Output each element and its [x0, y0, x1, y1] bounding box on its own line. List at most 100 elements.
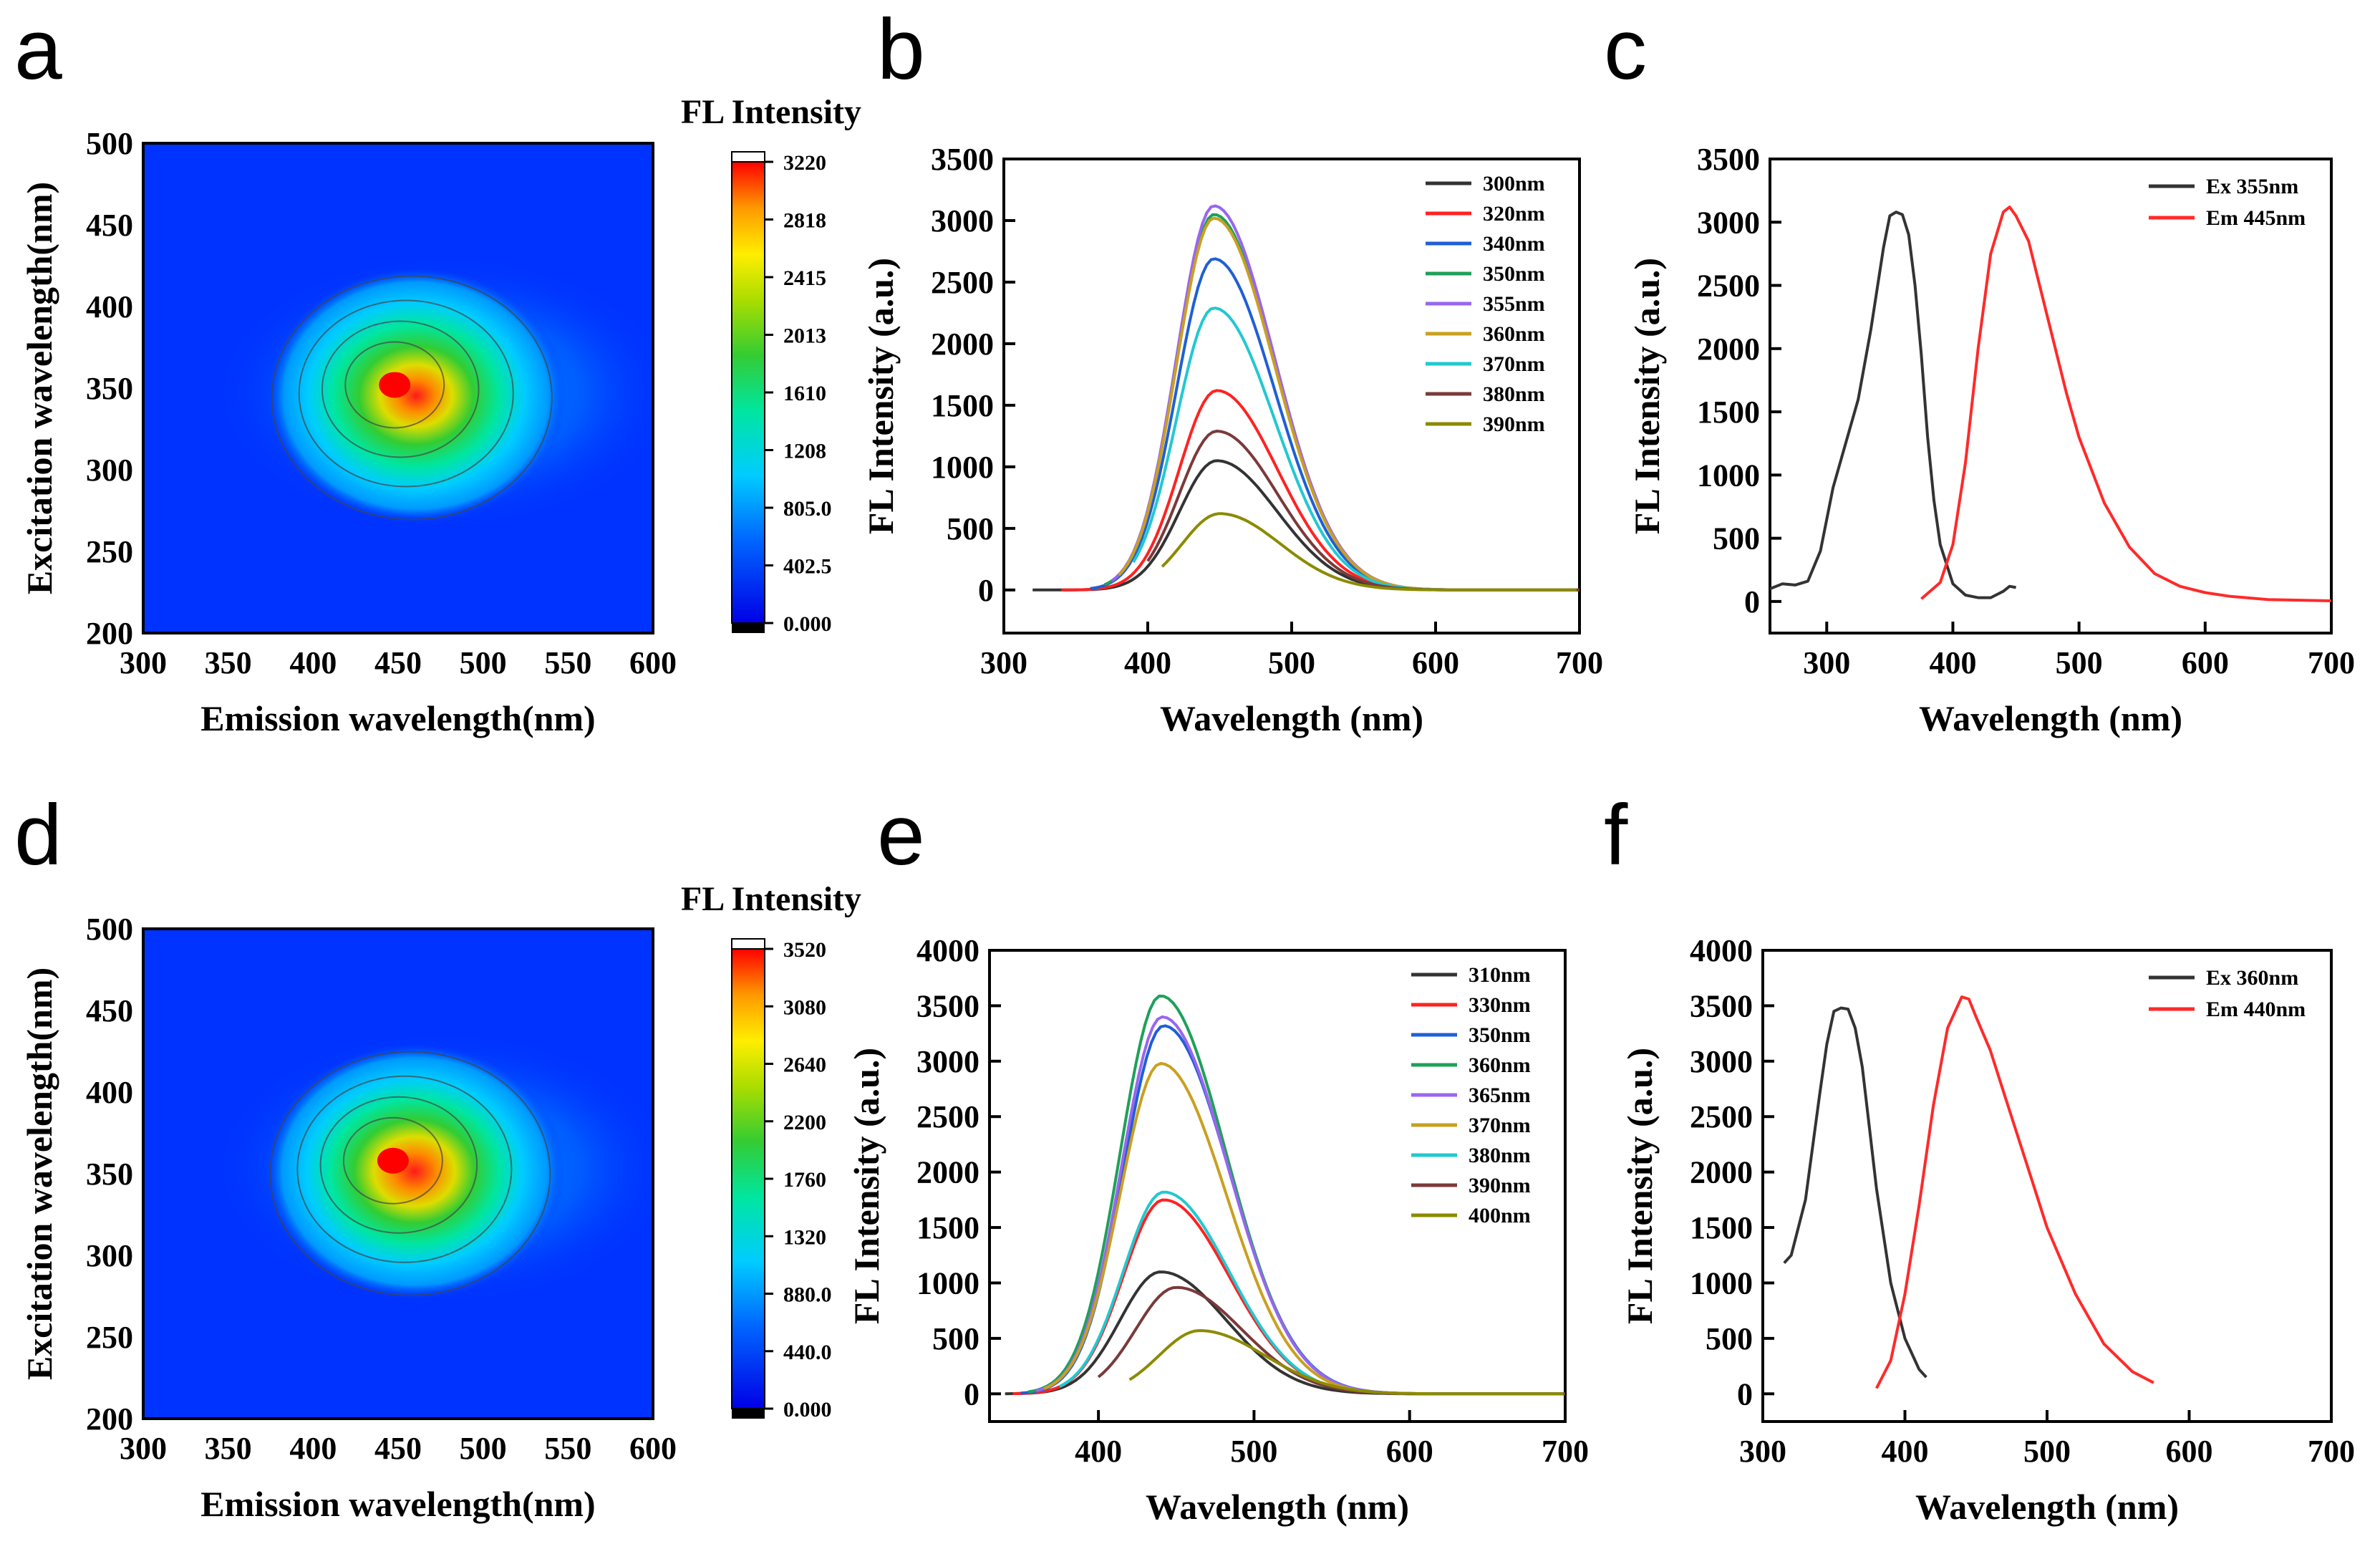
y-tick-label: 4000 — [916, 933, 979, 968]
x-tick-label: 450 — [374, 1431, 422, 1466]
colorbar-tick-label: 2818 — [783, 209, 826, 233]
colorbar-tick-label: 805.0 — [783, 497, 832, 521]
y-tick-label: 1000 — [1690, 1265, 1753, 1301]
plot-area — [1770, 206, 2331, 602]
y-tick-label: 500 — [86, 912, 133, 947]
colorbar-tick-label: 0.000 — [783, 1398, 832, 1422]
plot-area — [1005, 994, 1565, 1396]
y-tick-label: 450 — [86, 993, 133, 1028]
y-tick-label: 2000 — [931, 327, 994, 362]
series-line-390nm — [1097, 1285, 1565, 1396]
heatmap-blob — [266, 266, 567, 525]
x-tick-label: 500 — [1230, 1434, 1277, 1469]
panel-b: b 300 400 500 600 700 0 500 1000 1500 2000 2500 3000… — [861, 1, 1603, 738]
legend-label: 360nm — [1469, 1053, 1531, 1077]
x-axis-label: Emission wavelength(nm) — [200, 698, 595, 738]
x-tick-label: 700 — [2308, 1434, 2355, 1469]
legend-label: 370nm — [1483, 352, 1545, 376]
x-tick-label: 600 — [2166, 1434, 2213, 1469]
contour-line — [269, 1051, 551, 1296]
y-tick-label: 1500 — [916, 1210, 979, 1245]
y-tick-label: 250 — [86, 534, 133, 569]
colorbar — [731, 948, 765, 1409]
y-tick-label: 500 — [932, 1321, 979, 1356]
panel-letter: d — [14, 787, 62, 883]
y-tick-label: 2000 — [1697, 332, 1760, 367]
colorbar-tick-label: 3520 — [783, 938, 826, 962]
axes-frame-top — [142, 927, 654, 1420]
x-axis-label: Wavelength (nm) — [1915, 1487, 2179, 1527]
legend-label: 365nm — [1469, 1084, 1531, 1107]
contour-line — [271, 275, 553, 521]
contour-line — [321, 320, 480, 458]
panel-letter: c — [1604, 1, 1647, 97]
legend-label: 330nm — [1469, 993, 1531, 1017]
y-tick-label: 1500 — [931, 388, 994, 423]
colorbar-tick-label: 2200 — [783, 1111, 826, 1134]
axes-frame — [988, 949, 1567, 1423]
panel-letter: b — [877, 1, 925, 97]
y-tick-label: 1500 — [1690, 1210, 1753, 1245]
y-tick-label: 350 — [86, 1157, 133, 1192]
legend-label: 300nm — [1483, 172, 1545, 196]
x-tick-label: 400 — [1124, 645, 1171, 680]
series-line-Em-445nm — [1920, 206, 2331, 602]
colorbar-min-cap — [732, 1409, 765, 1419]
legend-label: 380nm — [1469, 1144, 1531, 1167]
colorbar-max-cap — [731, 151, 765, 163]
panel-d: d 300 350 400 450 500 550 600 200 250 300 350 400 450… — [14, 787, 861, 1524]
y-tick-label: 2500 — [1690, 1099, 1753, 1134]
colorbar-tick-label: 2640 — [783, 1053, 826, 1077]
y-axis-label: FL Intensity (a.u.) — [846, 1048, 886, 1324]
y-tick-label: 500 — [947, 511, 994, 546]
y-tick-label: 0 — [1737, 1376, 1753, 1412]
x-axis-label: Wavelength (nm) — [1146, 1487, 1409, 1527]
y-tick-label: 1500 — [1697, 395, 1760, 430]
series-line-400nm — [1128, 1329, 1564, 1396]
y-tick-label: 0 — [978, 573, 994, 608]
y-tick-label: 2500 — [1697, 269, 1760, 304]
legend-label: 380nm — [1483, 382, 1545, 406]
y-tick-label: 300 — [86, 1238, 133, 1273]
colorbar-tick-label: 3220 — [783, 151, 826, 175]
colorbar-tick-label: 440.0 — [783, 1341, 832, 1364]
series-line-380nm — [1146, 430, 1580, 592]
panel-letter: a — [14, 1, 62, 97]
y-tick-label: 350 — [86, 371, 133, 406]
colorbar-tick-label: 3080 — [783, 995, 826, 1019]
series-line-390nm — [1161, 512, 1577, 592]
y-axis-label: Excitation wavelength(nm) — [19, 967, 59, 1380]
legend-label: Ex 360nm — [2206, 966, 2298, 990]
x-tick-label: 300 — [980, 645, 1027, 680]
x-tick-label: 600 — [2182, 645, 2229, 680]
y-tick-label: 1000 — [916, 1265, 979, 1301]
colorbar-tick-label: 2415 — [783, 266, 826, 290]
x-axis-label: Wavelength (nm) — [1160, 698, 1423, 738]
x-tick-label: 600 — [629, 645, 677, 680]
x-tick-label: 500 — [2056, 645, 2103, 680]
colorbar-tick-label: 2013 — [783, 324, 826, 348]
legend-label: 370nm — [1469, 1114, 1531, 1137]
panel-letter: e — [877, 787, 925, 883]
x-tick-label: 700 — [2308, 645, 2355, 680]
plot-area — [1032, 204, 1580, 592]
plot-area — [1783, 995, 2154, 1389]
y-tick-label: 2000 — [916, 1155, 979, 1190]
contour-line — [344, 341, 445, 429]
x-tick-label: 350 — [205, 645, 252, 680]
x-tick-label: 500 — [460, 645, 507, 680]
legend-label: 390nm — [1469, 1174, 1531, 1197]
x-tick-label: 300 — [120, 1431, 167, 1466]
x-tick-label: 700 — [1556, 645, 1603, 680]
y-tick-label: 3000 — [1690, 1044, 1753, 1079]
legend-label: 360nm — [1483, 322, 1545, 346]
y-tick-label: 0 — [964, 1376, 979, 1412]
series-line-Ex-360nm — [1783, 1006, 1927, 1379]
y-tick-label: 500 — [1706, 1321, 1753, 1356]
colorbar-max-cap — [731, 938, 765, 950]
panel-f: f 300 400 500 600 700 0 500 1000 1500 2000 2500 3000… — [1604, 787, 2355, 1527]
colorbar-title: FL Intensity — [681, 93, 861, 131]
x-tick-label: 400 — [1929, 645, 1976, 680]
y-axis-label: Excitation wavelength(nm) — [19, 182, 59, 594]
x-tick-label: 350 — [205, 1431, 252, 1466]
